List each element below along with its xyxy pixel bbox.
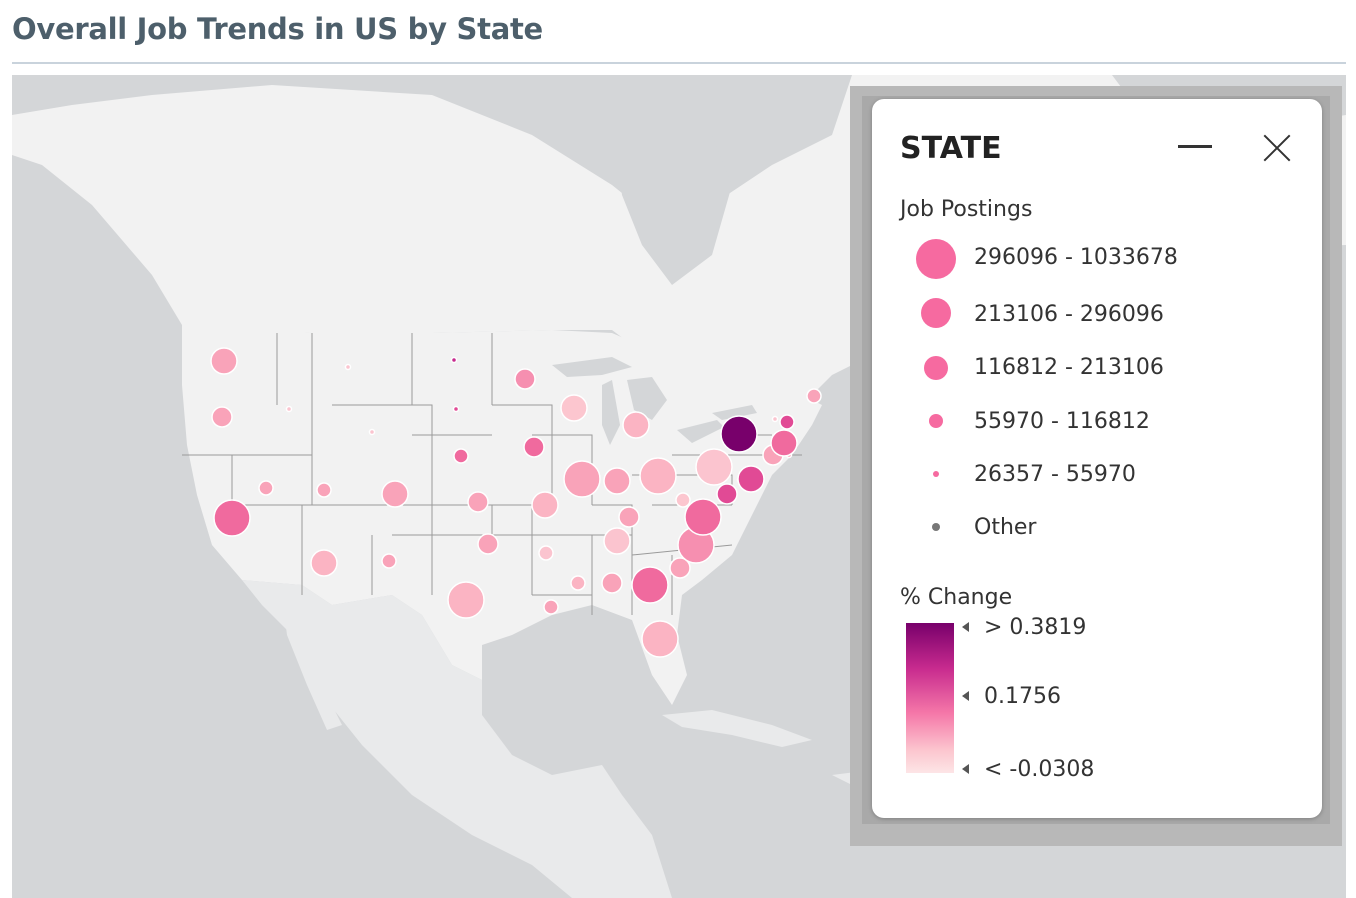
state-bubble-ar[interactable] — [538, 545, 554, 561]
state-bubble-nj[interactable] — [737, 465, 765, 493]
state-bubble-layer — [210, 347, 822, 658]
size-swatch-icon — [924, 356, 948, 380]
state-bubble-tn[interactable] — [603, 527, 631, 555]
minimize-icon[interactable] — [1178, 145, 1212, 148]
state-bubble-nm[interactable] — [381, 553, 397, 569]
state-bubble-ne[interactable] — [453, 448, 469, 464]
baja-peninsula — [282, 595, 342, 730]
state-bubble-ia[interactable] — [523, 436, 545, 458]
state-bubble-wi[interactable] — [560, 394, 588, 422]
state-bubble-ms[interactable] — [570, 575, 586, 591]
state-bubble-ks[interactable] — [467, 491, 489, 513]
page-title: Overall Job Trends in US by State — [12, 12, 543, 46]
title-divider — [12, 62, 1346, 64]
tick-marker-icon — [962, 622, 969, 632]
state-bubble-mi[interactable] — [622, 411, 650, 439]
state-bubble-ny[interactable] — [720, 415, 758, 453]
size-legend-label: 296096 - 1033678 — [974, 245, 1178, 270]
state-bubble-nh[interactable] — [779, 414, 795, 430]
size-swatch-icon — [929, 414, 943, 428]
state-bubble-la[interactable] — [543, 599, 559, 615]
size-legend-label: 116812 - 213106 — [974, 355, 1164, 380]
size-legend-item: Other — [902, 509, 1302, 549]
state-bubble-mn[interactable] — [514, 368, 536, 390]
size-swatch-icon — [921, 298, 951, 328]
state-bubble-mt[interactable] — [344, 363, 352, 371]
state-bubble-ca[interactable] — [213, 499, 251, 537]
mexico-landmass — [242, 580, 672, 898]
size-legend-label: 55970 - 116812 — [974, 409, 1150, 434]
state-bubble-ga[interactable] — [631, 566, 669, 604]
color-tick-mid: 0.1756 — [984, 684, 1061, 709]
state-bubble-oh[interactable] — [639, 457, 677, 495]
legend-panel: STATE Job Postings 296096 - 1033678 2131… — [872, 99, 1322, 818]
state-bubble-pa[interactable] — [695, 448, 733, 486]
great-lakes — [552, 357, 757, 445]
color-tick-low: < -0.0308 — [984, 757, 1095, 782]
state-bubble-tx[interactable] — [447, 581, 485, 619]
other-swatch-icon — [932, 523, 940, 531]
tick-marker-icon — [962, 691, 969, 701]
color-section-label: % Change — [900, 585, 1013, 610]
usa-landmass — [182, 325, 822, 705]
state-bubble-ok[interactable] — [477, 533, 499, 555]
state-bubble-md[interactable] — [716, 483, 738, 505]
state-bubble-ma[interactable] — [770, 429, 798, 457]
state-bubble-wv[interactable] — [675, 492, 691, 508]
state-bubble-il[interactable] — [563, 460, 601, 498]
tick-marker-icon — [962, 764, 969, 774]
state-bubble-al[interactable] — [601, 572, 623, 594]
color-ramp — [906, 623, 954, 773]
state-bubble-ut[interactable] — [316, 482, 332, 498]
state-bubble-wy[interactable] — [368, 428, 376, 436]
size-legend-label: 26357 - 55970 — [974, 462, 1136, 487]
size-legend-item: 296096 - 1033678 — [902, 239, 1302, 279]
close-icon[interactable] — [1262, 133, 1292, 163]
state-bubble-id[interactable] — [285, 405, 293, 413]
size-legend-item: 213106 - 296096 — [902, 296, 1302, 336]
size-legend-label: 213106 - 296096 — [974, 302, 1164, 327]
state-bubble-nd[interactable] — [450, 356, 458, 364]
state-bubble-mo[interactable] — [531, 491, 559, 519]
state-bubble-me[interactable] — [806, 388, 822, 404]
size-swatch-icon — [916, 239, 956, 279]
state-bubble-va[interactable] — [684, 498, 722, 536]
state-bubble-nv[interactable] — [258, 480, 274, 496]
legend-title: STATE — [900, 131, 1002, 166]
state-bubble-in[interactable] — [603, 467, 631, 495]
hudson-bay — [612, 105, 732, 285]
size-legend-item: 55970 - 116812 — [902, 403, 1302, 443]
size-legend-label: Other — [974, 515, 1037, 540]
state-bubble-co[interactable] — [381, 480, 409, 508]
state-bubble-fl[interactable] — [641, 620, 679, 658]
state-bubble-sc[interactable] — [669, 557, 691, 579]
state-bubble-az[interactable] — [310, 549, 338, 577]
size-section-label: Job Postings — [900, 197, 1033, 222]
color-tick-high: > 0.3819 — [984, 615, 1087, 640]
state-bubble-or[interactable] — [211, 406, 233, 428]
size-legend-item: 26357 - 55970 — [902, 456, 1302, 496]
size-legend-item: 116812 - 213106 — [902, 349, 1302, 389]
cuba-island — [662, 710, 812, 747]
size-swatch-icon — [933, 471, 939, 477]
state-bubble-vt[interactable] — [771, 415, 779, 423]
state-bubble-sd[interactable] — [452, 405, 460, 413]
state-bubble-ky[interactable] — [618, 506, 640, 528]
state-bubble-wa[interactable] — [210, 347, 238, 375]
